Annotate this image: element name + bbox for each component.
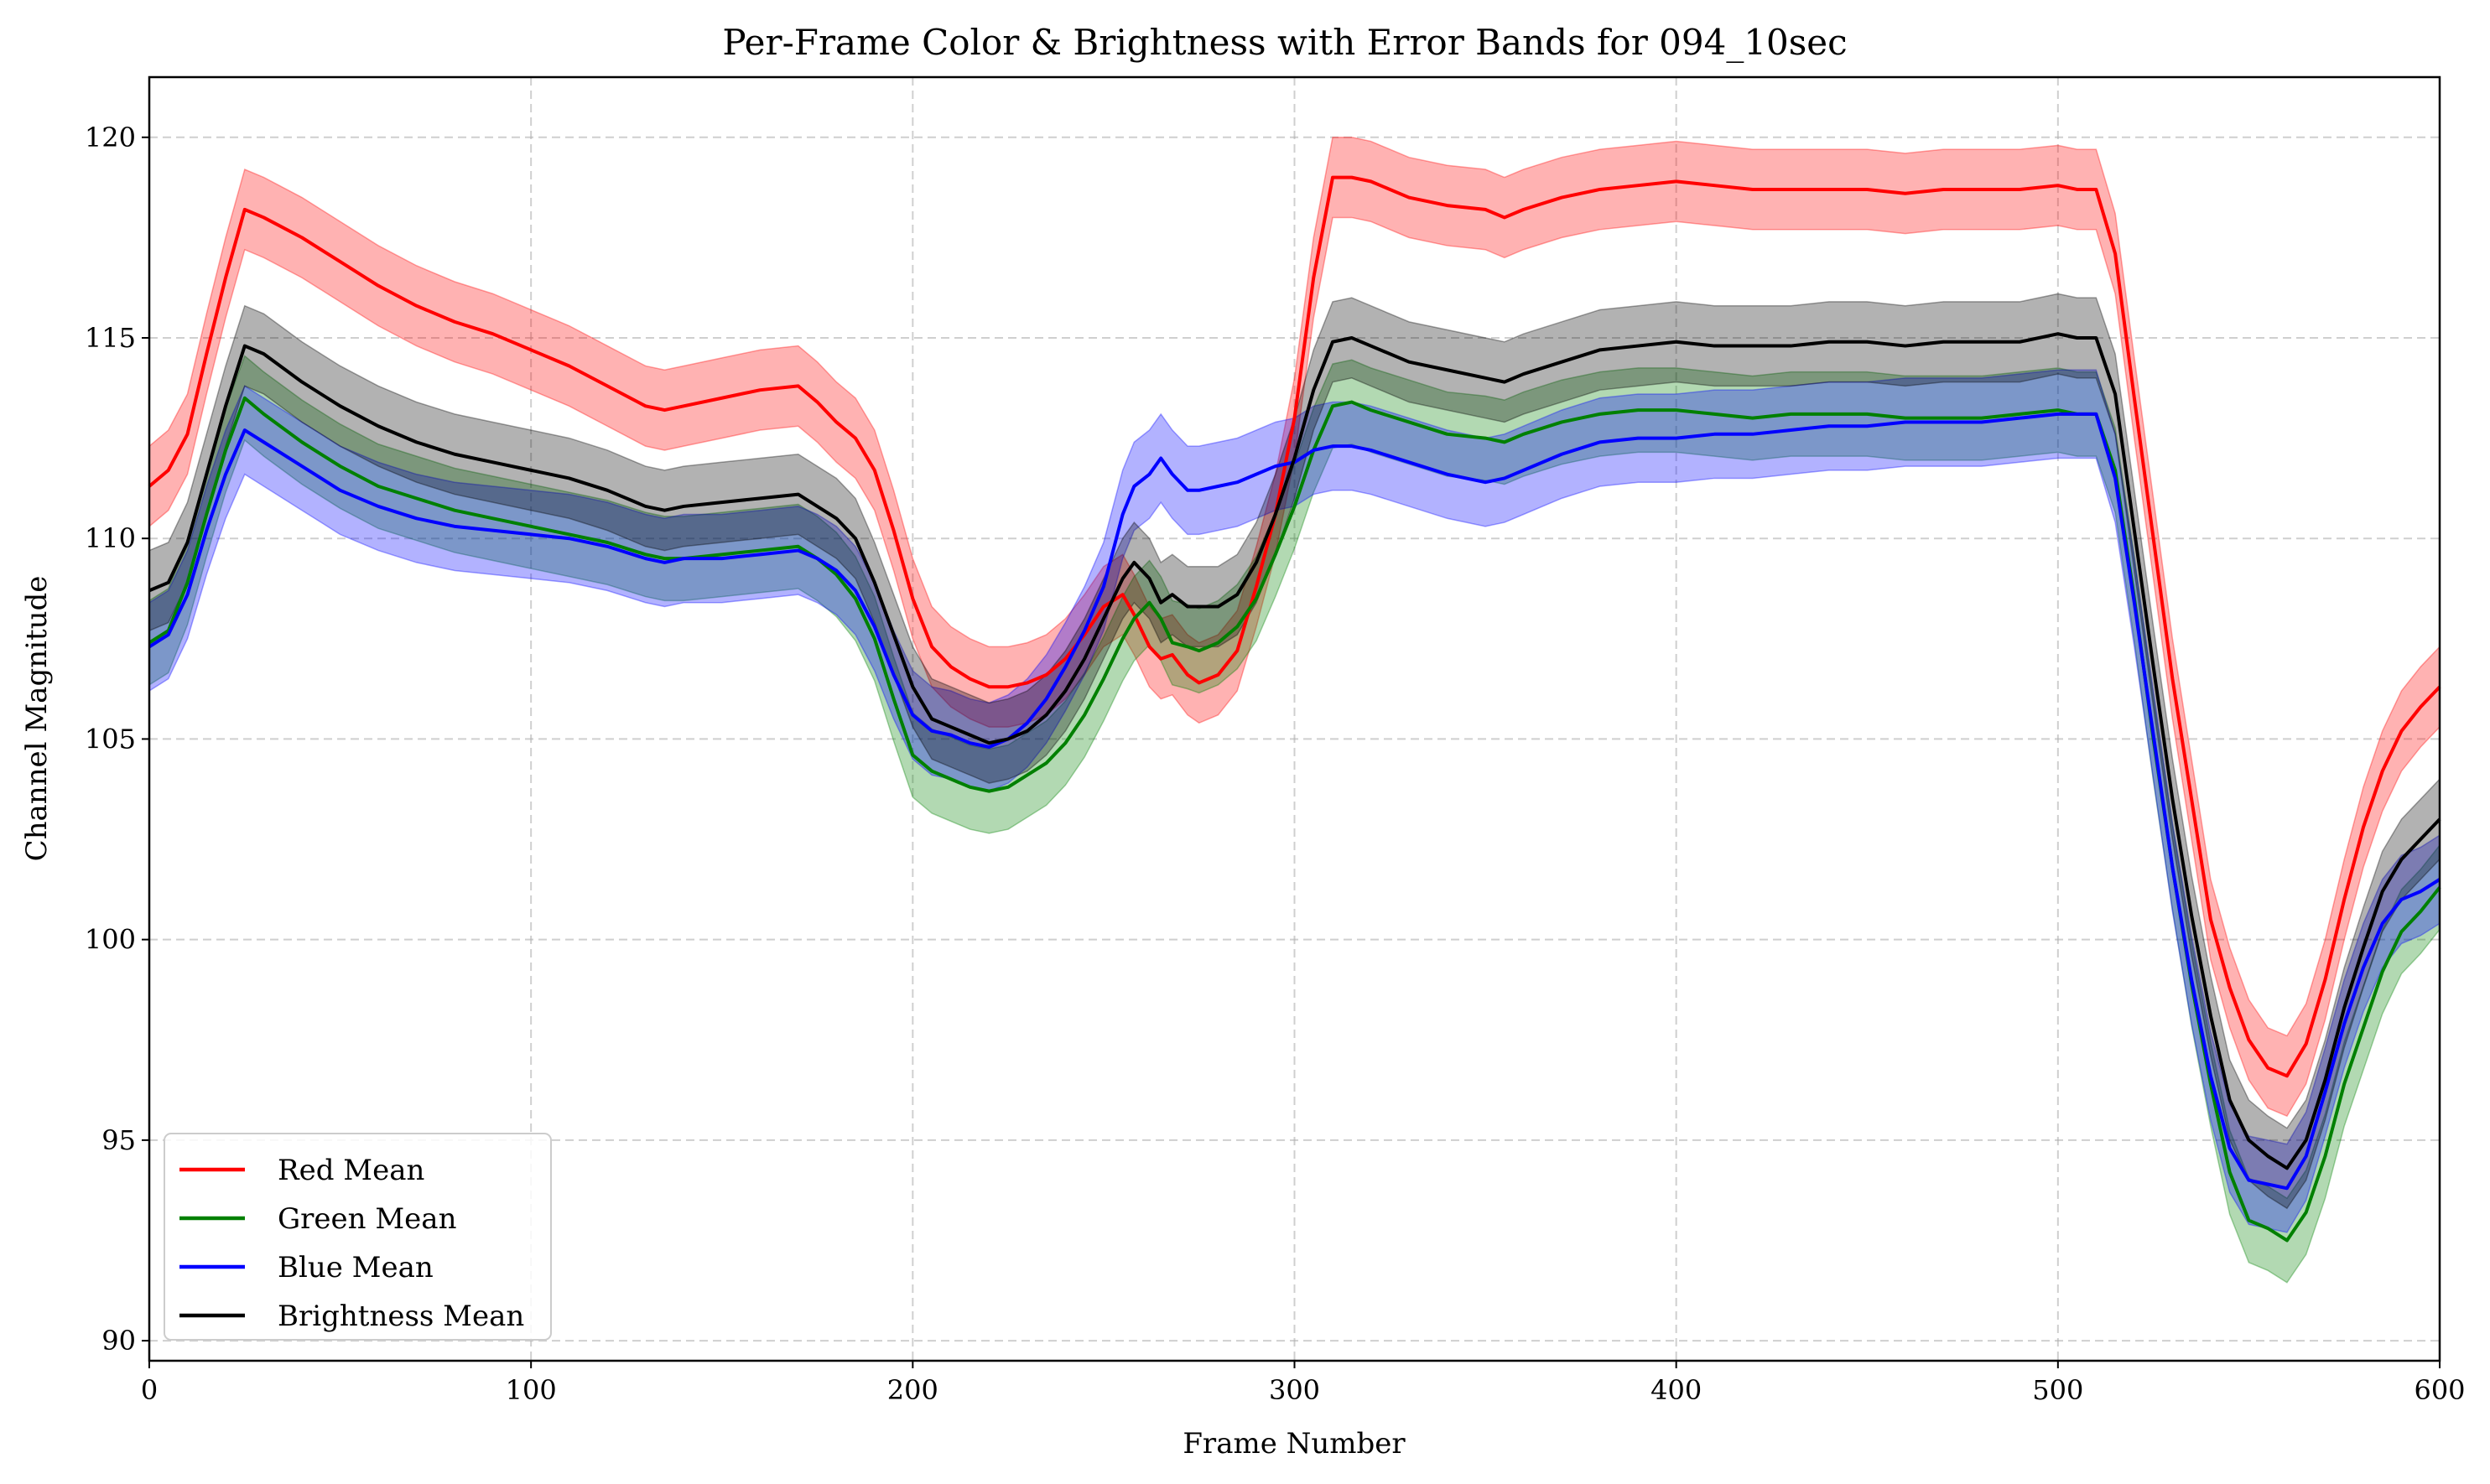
chart-title: Per-Frame Color & Brightness with Error … (722, 22, 1847, 63)
x-tick-label: 400 (1650, 1374, 1702, 1406)
legend-label-brightness-mean: Brightness Mean (278, 1300, 524, 1333)
x-tick-label: 300 (1269, 1374, 1320, 1406)
y-tick-label: 120 (85, 122, 136, 153)
x-tick-label: 200 (887, 1374, 938, 1406)
legend: Red Mean Green Mean Blue Mean Brightness Me… (164, 1133, 552, 1341)
y-tick-label: 95 (101, 1124, 136, 1156)
y-axis-label: Channel Magnitude (20, 576, 54, 862)
y-tick-label: 90 (101, 1325, 136, 1357)
x-tick-label: 600 (2414, 1374, 2465, 1406)
x-axis-ticks: 0 100 200 300 400 500 600 (141, 1361, 2466, 1406)
red-mean-line (148, 175, 2441, 1078)
y-axis-ticks: 90 95 100 105 110 115 120 (85, 122, 149, 1357)
x-tick-label: 0 (141, 1374, 158, 1406)
y-tick-label: 110 (85, 522, 136, 554)
x-axis-label: Frame Number (1183, 1427, 1406, 1461)
legend-label-green-mean: Green Mean (278, 1202, 456, 1236)
legend-box (164, 1133, 552, 1341)
brightness-mean-line (148, 332, 2441, 1170)
series-lines (148, 175, 2441, 1243)
y-tick-label: 105 (85, 723, 136, 755)
legend-label-blue-mean: Blue Mean (278, 1251, 434, 1284)
legend-label-red-mean: Red Mean (278, 1154, 424, 1187)
x-tick-label: 100 (506, 1374, 557, 1406)
x-tick-label: 500 (2032, 1374, 2083, 1406)
y-tick-label: 115 (85, 322, 136, 354)
blue-mean-line (148, 412, 2441, 1191)
y-tick-label: 100 (85, 924, 136, 956)
